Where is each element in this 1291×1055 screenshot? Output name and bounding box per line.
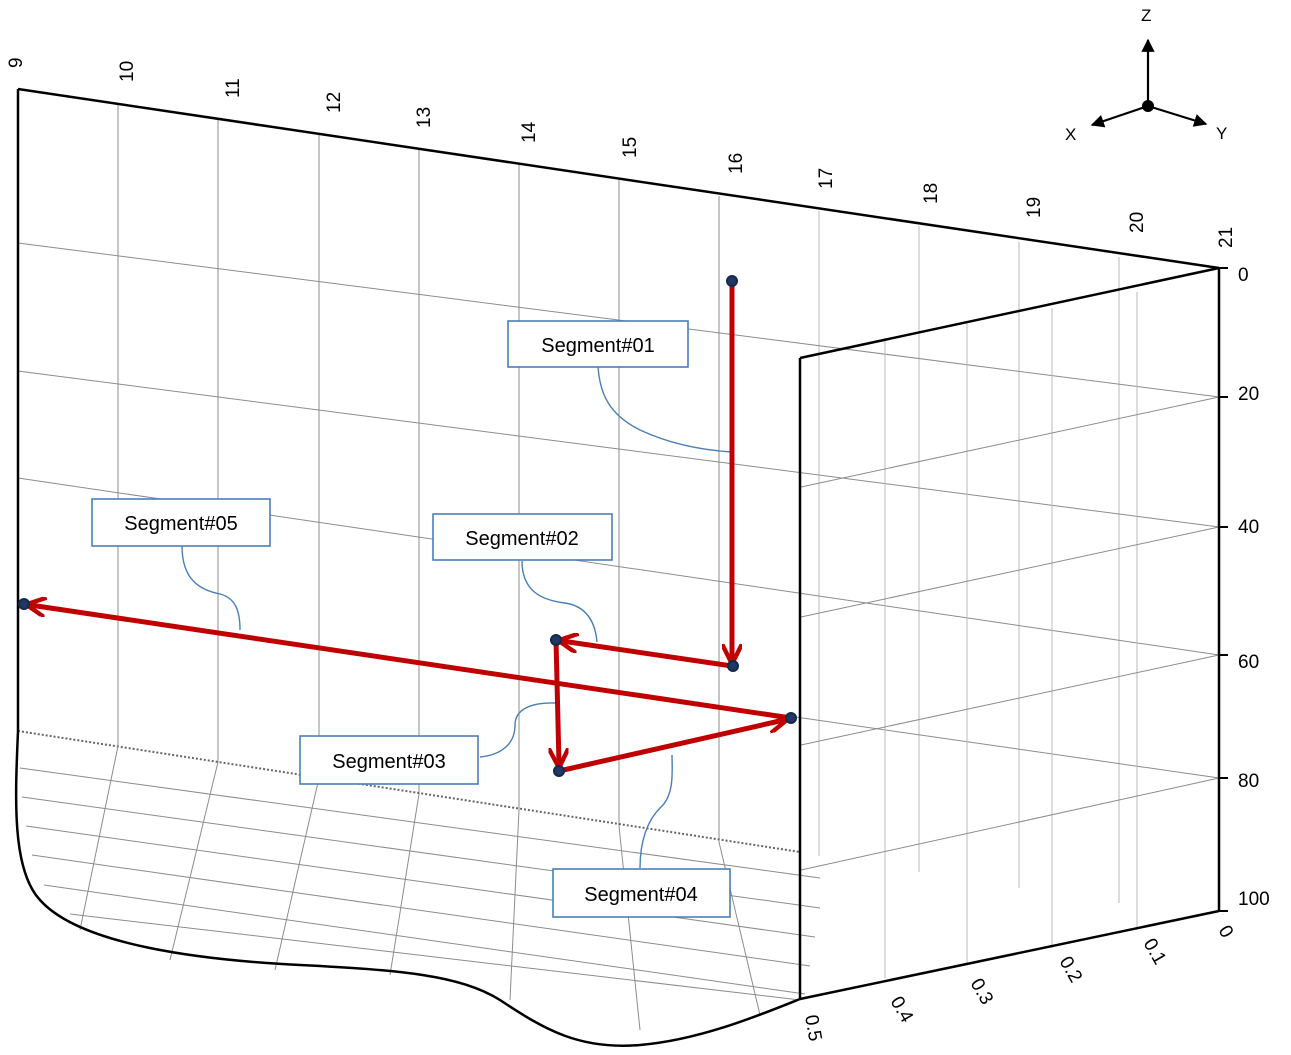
frame-edges: [14, 87, 1221, 1047]
x-axis-letter: X: [1065, 125, 1076, 144]
bottom-tick-label: 0.2: [1055, 953, 1086, 986]
segment-04-label: Segment#04: [584, 884, 697, 906]
floor-gridlines: [19, 745, 821, 1031]
top-tick-label: 16: [726, 153, 747, 174]
top-tick-label: 19: [1024, 197, 1045, 218]
right-tick-label: 0: [1238, 265, 1249, 286]
z-axis-letter: Z: [1141, 6, 1151, 25]
top-tick-label: 14: [519, 121, 540, 143]
top-tick-label: 21: [1216, 227, 1237, 248]
bottom-tick-label: 0.4: [886, 993, 918, 1027]
axis-orientation-indicator: Z X Y: [1065, 6, 1227, 144]
right-tick-label: 80: [1238, 771, 1259, 792]
segment-01-label: Segment#01: [541, 335, 654, 357]
top-tick-label: 13: [414, 107, 435, 128]
top-tick-label: 11: [223, 78, 244, 98]
callout-segment-01: Segment#01: [507, 320, 689, 368]
callout-leaders: [181, 366, 733, 869]
path-node: [18, 598, 30, 610]
callout-segment-04: Segment#04: [552, 868, 731, 918]
top-tick-label: 10: [117, 61, 138, 82]
segment-05-label: Segment#05: [124, 513, 237, 535]
bottom-tick-label: 0.5: [800, 1013, 825, 1043]
segment-04-path: [556, 720, 784, 774]
top-tick-label: 17: [816, 168, 837, 189]
path-node: [553, 765, 565, 777]
bottom-tick-label: 0.3: [966, 975, 997, 1008]
right-tick-label: 20: [1238, 384, 1259, 405]
segment-02-label: Segment#02: [465, 528, 578, 550]
toolpath-segments: [30, 278, 794, 774]
right-axis-tickmarks: [1219, 267, 1228, 912]
right-tick-label: 100: [1238, 889, 1270, 910]
path-node: [726, 275, 738, 287]
top-tick-label: 9: [6, 57, 27, 68]
top-tick-label: 12: [324, 92, 345, 113]
top-tick-label: 18: [921, 183, 942, 204]
bottom-axis-tick-labels: 0 0.1 0.2 0.3 0.4 0.5: [800, 922, 1237, 1043]
segment-03-label: Segment#03: [332, 751, 445, 773]
right-tick-label: 40: [1238, 517, 1259, 538]
right-axis-tick-labels: 0 20 40 60 80 100: [1238, 265, 1270, 910]
toolpath-nodes: [18, 275, 797, 777]
segment-03-path: [556, 637, 559, 764]
callout-segment-05: Segment#05: [91, 498, 271, 547]
bottom-tick-label: 0: [1214, 922, 1237, 942]
path-node: [727, 660, 739, 672]
side-wall-gridlines: [800, 292, 1220, 978]
bottom-tick-label: 0.1: [1139, 935, 1170, 968]
path-node: [550, 634, 562, 646]
top-tick-label: 20: [1127, 212, 1148, 233]
y-axis-letter: Y: [1216, 124, 1227, 143]
back-wall-vertical-gridlines: [117, 104, 1120, 903]
segment-05-path: [30, 605, 794, 721]
segment-02-path: [562, 641, 735, 669]
top-tick-label: 15: [620, 137, 641, 158]
top-axis-tick-labels: 9 10 11 12 13 14 15 16 17 18 19 20 21: [6, 57, 1237, 248]
callout-segment-03: Segment#03: [299, 735, 479, 785]
right-tick-label: 60: [1238, 652, 1259, 673]
path-node: [785, 712, 797, 724]
callout-segment-02: Segment#02: [432, 513, 613, 561]
